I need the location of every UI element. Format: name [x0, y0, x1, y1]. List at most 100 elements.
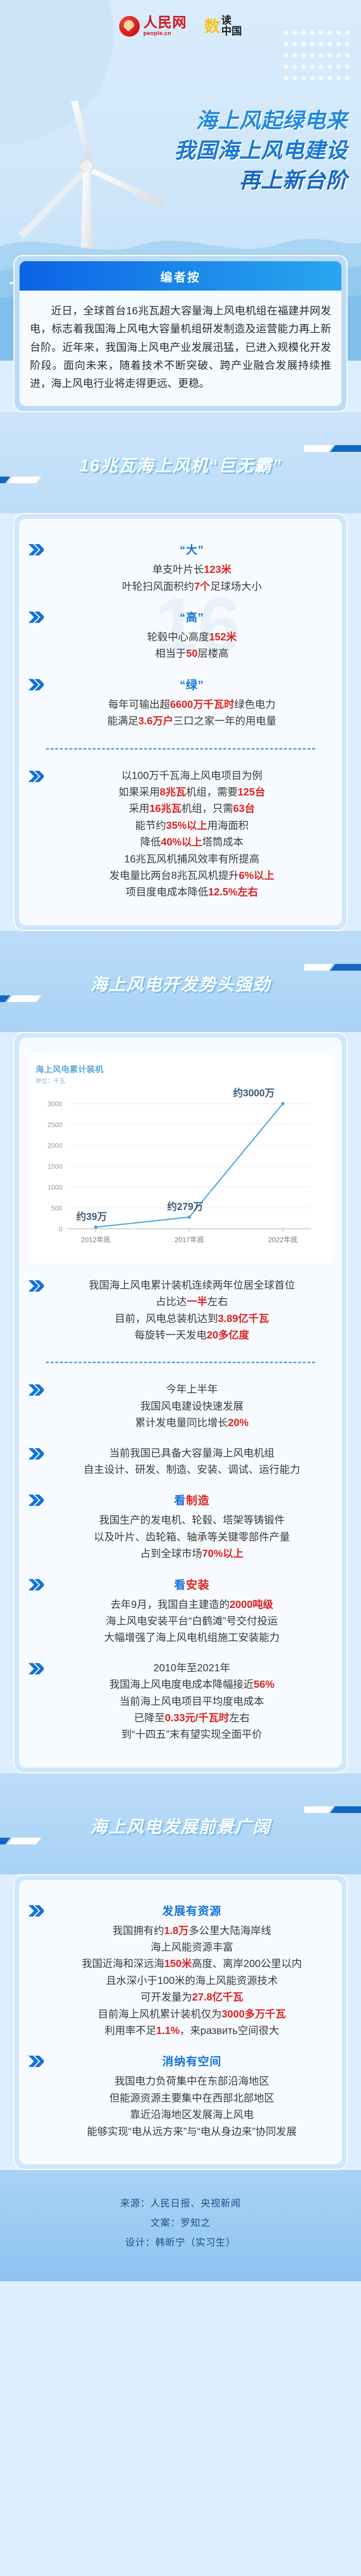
section-1-title: 16兆瓦海上风机“巨无霸”: [79, 456, 282, 476]
shu-character: 数: [204, 17, 220, 36]
block-line: 到“十四五”末有望实现全面平价: [121, 1729, 262, 1741]
section-1-card: 16 “大” 单支叶片长123米 叶轮扫风面积约7个足球场大小 “高” 轮毂中心高度15…: [13, 513, 348, 931]
block-line: 每年可输出超6600万千瓦时绿色电力: [108, 699, 276, 710]
block-line: 累计发电量同比增长20%: [135, 1417, 249, 1429]
content-block: 今年上半年 我国风电建设快速发展 累计发电量同比增长20%: [28, 1375, 333, 1438]
block-line: 单支叶片长123米: [152, 564, 232, 576]
block-line: 目前，风电总装机达到3.89亿千瓦: [114, 1313, 269, 1325]
double-chevron-icon: [28, 1445, 46, 1462]
block-line: 轮毂中心高度152米: [147, 632, 237, 643]
content-block: 发展有资源 我国拥有约1.8万多公里大陆海岸线 海上风能资源丰富 我国近海和深远海15…: [28, 1895, 333, 2046]
people-logo-name: 人民网: [143, 15, 187, 30]
credits-footer: 来源：人民日报、央视新闻 文案：罗知之 设计：韩昕宁（实习生）: [0, 2170, 361, 2281]
block-line: 靠近沿海地区发展海上风电: [130, 2109, 254, 2121]
svg-text:2000: 2000: [47, 1142, 62, 1149]
block-line: 今年上半年: [166, 1384, 218, 1396]
logo-row: 人民网 people.cn 数 读 中国: [0, 15, 361, 37]
block-line: 我国生产的发电机、轮毂、塔架等铸锻件: [99, 1515, 285, 1527]
svg-text:1500: 1500: [47, 1162, 62, 1170]
banner-slash-bottom-icon: [0, 1837, 41, 1844]
people-logo-url: people.cn: [143, 30, 172, 37]
block-line: 我国拥有约1.8万多公里大陆海岸线: [112, 1925, 271, 1937]
block-line: 能够实现“电从远方来”与“电从身边来”协同发展: [87, 2126, 297, 2138]
block-line: 当前海上风电项目平均度电成本: [120, 1696, 264, 1707]
block-line: 能满足3.6万户三口之家一年的用电量: [107, 716, 276, 727]
section-1-banner-band: 16兆瓦海上风机“巨无霸”: [0, 412, 361, 514]
block-line: 占到全球市场70%以上: [140, 1548, 244, 1560]
block-line: 我国电力负荷集中在东部沿海地区: [114, 2076, 269, 2088]
block-line: 我国海上风电度电成本降幅接近56%: [109, 1679, 275, 1691]
banner-slash-top-icon: [304, 963, 361, 971]
content-block: “高” 轮毂中心高度152米 相当于50层楼高: [28, 602, 333, 669]
chart-title: 海上风电累计装机: [36, 1065, 104, 1074]
content-block: 看制造 我国生产的发电机、轮毂、塔架等铸锻件 以及叶片、齿轮箱、轴承等关键零部件产量…: [28, 1485, 333, 1569]
svg-text:2012年底: 2012年底: [81, 1236, 110, 1244]
shu-line2: 中国: [221, 26, 242, 37]
section-3-title: 海上风电发展前景广阔: [90, 1817, 271, 1836]
block-line: 可开发量为27.8亿千瓦: [140, 1992, 243, 2004]
content-block: 消纳有空间 我国电力负荷集中在东部沿海地区 但能源资源主要集中在西部北部地区 靠近沿海…: [28, 2046, 333, 2147]
chart-plot-area: 0 500 1000 1500 2000 2500 3000 2012年底 2017年底 2022…: [47, 1087, 311, 1244]
section-3-banner: 海上风电发展前景广阔: [0, 1806, 361, 1844]
credit-design: 设计：韩昕宁（实习生）: [125, 2236, 236, 2248]
block-line: 能节约35%以上用海面积: [135, 820, 249, 832]
content-block: 当前我国已具备大容量海上风电机组自主设计、研发、制造、安装、调试、运行能力: [28, 1438, 333, 1485]
block-line: 当前我国已具备大容量海上风电机组: [109, 1447, 274, 1459]
content-block: 看安装 去年9月，我国自主建造的2000吨级 海上风电安装平台“白鹤滩”号交付投运大…: [28, 1569, 333, 1653]
section-2-card: 海上风电累计装机 单位：千瓦 0 500 1000 1500 2000 2500 3000 2…: [13, 1031, 348, 1773]
block-line: 以100万千瓦海上风电项目为例: [121, 770, 262, 782]
block-line: 已降至0.33元/千瓦时左右: [134, 1712, 250, 1724]
block-line: 相当于50层楼高: [155, 648, 229, 660]
svg-text:3000: 3000: [47, 1100, 62, 1108]
infographic-page: 人民网 people.cn 数 读 中国: [0, 0, 361, 2281]
hero-title-line-1: 海上风起绿电来: [196, 109, 348, 132]
hero-title: 海上风起绿电来 我国海上风电建设 再上新台阶: [174, 106, 348, 196]
block-line: 我国近海和深远海150米高度、离岸200公里以内: [81, 1958, 302, 1970]
block-subtitle: “大”: [179, 544, 204, 557]
block-subtitle: 发展有资源: [162, 1904, 222, 1918]
double-chevron-icon: [28, 608, 46, 625]
editor-note-body: 近日，全球首台16兆瓦超大容量海上风电机组在福建并网发电，标志着我国海上风电大容…: [20, 291, 341, 406]
banner-slash-top-icon: [304, 1806, 361, 1813]
svg-text:约39万: 约39万: [76, 1210, 107, 1222]
block-line: 每旋转一天发电20多亿度: [134, 1330, 250, 1342]
credit-source: 来源：人民日报、央视新闻: [120, 2198, 241, 2209]
dashed-divider: [46, 1362, 315, 1364]
section-2-banner-band: 海上风电开发势头强劲: [0, 930, 361, 1032]
shu-line1: 读: [221, 15, 232, 26]
double-chevron-icon: [28, 1576, 46, 1593]
double-chevron-icon: [28, 1492, 46, 1509]
block-subtitle: 看安装: [174, 1578, 210, 1591]
dashed-divider: [46, 748, 315, 750]
block-line: 我国海上风电累计装机连续两年位居全球首位: [89, 1279, 295, 1291]
block-subtitle: “绿”: [179, 678, 204, 691]
section-2-title: 海上风电开发势头强劲: [90, 974, 271, 994]
double-chevron-icon: [28, 1381, 46, 1398]
block-line: 项目度电成本降低12.5%左右: [125, 887, 258, 899]
section-1-banner: 16兆瓦海上风机“巨无霸”: [0, 445, 361, 484]
chart-unit-label: 单位：千瓦: [36, 1078, 65, 1084]
content-block: 我国海上风电累计装机连续两年位居全球首位 占比达一半左右目前，风电总装机达到3.8…: [28, 1270, 333, 1351]
section-3-blocks: 发展有资源 我国拥有约1.8万多公里大陆海岸线 海上风能资源丰富 我国近海和深远海15…: [28, 1895, 333, 2147]
hero-title-line-2: 我国海上风电建设: [174, 139, 348, 163]
block-line: 自主设计、研发、制造、安装、调试、运行能力: [84, 1464, 300, 1476]
section-2-blocks: 我国海上风电累计装机连续两年位居全球首位 占比达一半左右目前，风电总装机达到3.8…: [28, 1270, 333, 1750]
block-line: 2010年至2021年: [153, 1662, 231, 1674]
cumulative-capacity-chart: 海上风电累计装机 单位：千瓦 0 500 1000 1500 2000 2500 3000 2…: [28, 1053, 333, 1263]
block-line: 目前海上风机累计装机仅为3000多万千瓦: [97, 2008, 286, 2020]
content-block: 以100万千瓦海上风电项目为例 如果采用8兆瓦机组，需要125台 采用16兆瓦机组，…: [28, 761, 333, 908]
block-line: 叶轮扫风面积约7个足球场大小: [122, 581, 262, 592]
double-chevron-icon: [28, 1902, 46, 1919]
block-line: 但能源资源主要集中在西部北部地区: [109, 2092, 274, 2104]
shudu-zhongguo-logo: 数 读 中国: [204, 15, 242, 37]
content-block: “绿” 每年可输出超6600万千瓦时绿色电力 能满足3.6万户三口之家一年的用电量: [28, 669, 333, 737]
people-cn-logo: 人民网 people.cn: [119, 16, 187, 37]
section-1-blocks: “大” 单支叶片长123米叶轮扫风面积约7个足球场大小 “高” 轮毂中心高度152米相…: [28, 534, 333, 907]
double-chevron-icon: [28, 541, 46, 558]
double-chevron-icon: [28, 768, 46, 785]
svg-text:0: 0: [59, 1225, 62, 1233]
block-subtitle: “高”: [179, 611, 204, 624]
svg-text:2017年底: 2017年底: [174, 1236, 204, 1244]
block-line: 占比达一半左右: [156, 1296, 228, 1308]
block-line: 大幅增强了海上风电机组施工安装能力: [104, 1632, 280, 1644]
